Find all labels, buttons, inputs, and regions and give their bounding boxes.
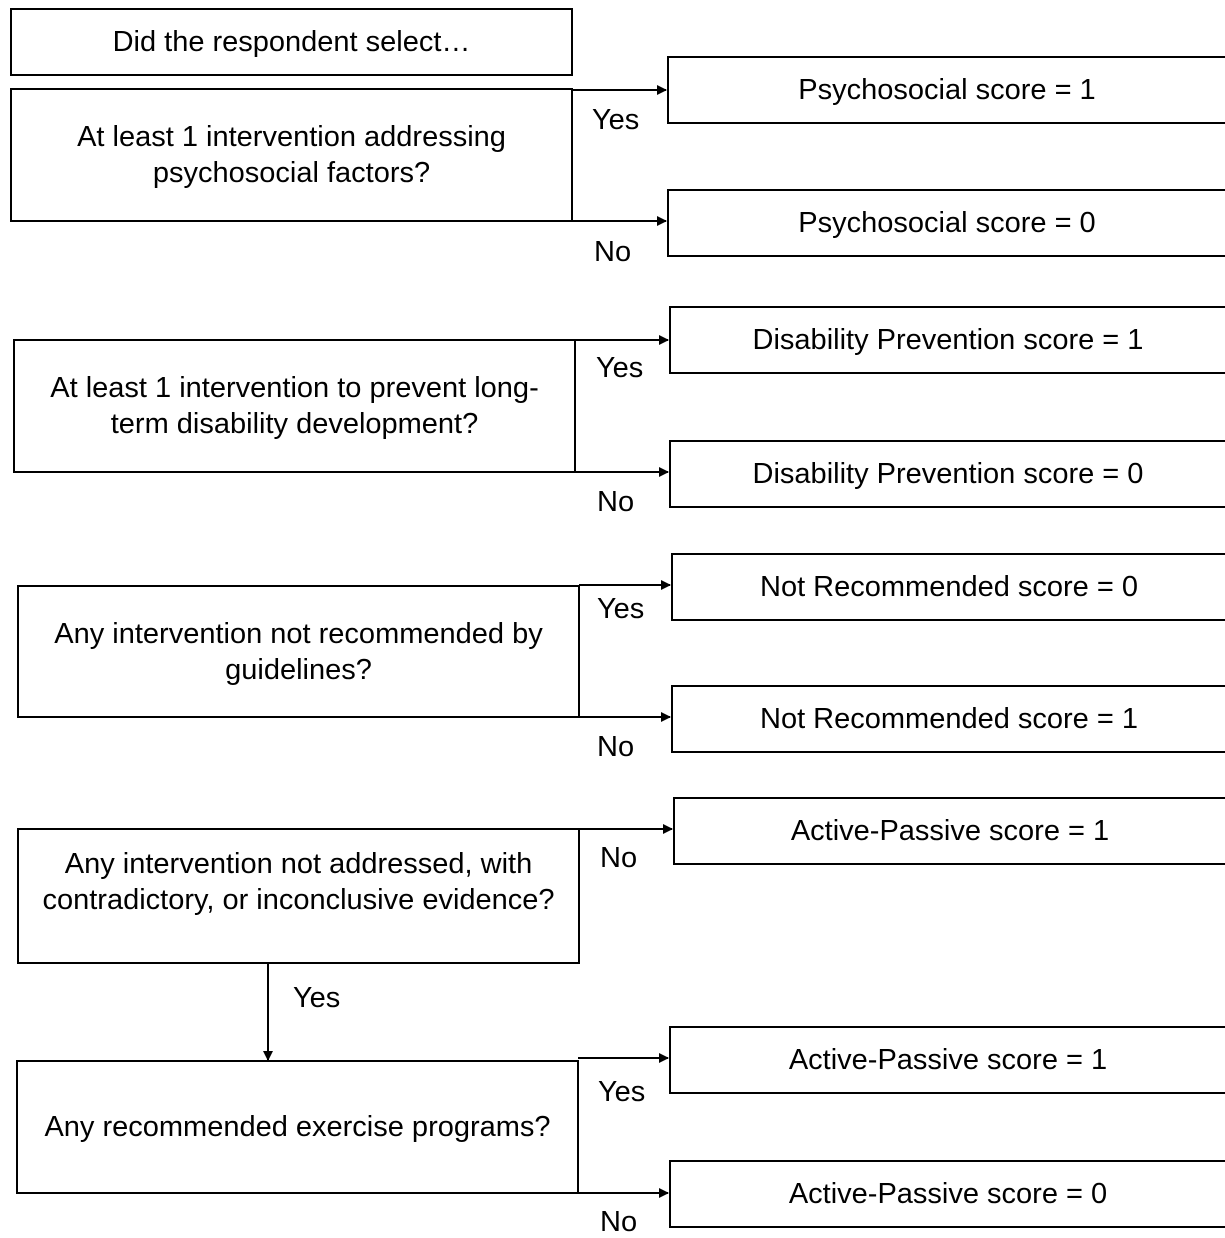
- question-text: Any intervention not addressed, with con…: [42, 848, 555, 916]
- outcome-box-disability-prevention-0: Disability Prevention score = 0: [669, 440, 1225, 508]
- question-text: At least 1 intervention addressing psych…: [77, 121, 506, 189]
- branch-label-no: No: [597, 486, 635, 518]
- branch-label-no: No: [600, 842, 638, 874]
- branch-label-yes: Yes: [598, 1076, 646, 1108]
- question-text: Any intervention not recommended by guid…: [54, 617, 543, 686]
- branch-label-no: No: [594, 236, 632, 268]
- outcome-box-psychosocial-1: Psychosocial score = 1: [667, 56, 1225, 124]
- outcome-text: Psychosocial score = 0: [798, 207, 1096, 239]
- outcome-text: Disability Prevention score = 0: [752, 458, 1144, 490]
- outcome-text: Psychosocial score = 1: [798, 74, 1096, 106]
- branch-label-yes: Yes: [592, 104, 640, 136]
- outcome-text: Disability Prevention score = 1: [752, 324, 1144, 356]
- question-text: At least 1 intervention to prevent long-…: [50, 372, 539, 440]
- question-box-psychosocial: At least 1 intervention addressing psych…: [10, 88, 573, 222]
- outcome-text: Active-Passive score = 1: [788, 1044, 1108, 1076]
- branch-label-yes: Yes: [597, 593, 645, 625]
- outcome-box-psychosocial-0: Psychosocial score = 0: [667, 189, 1225, 257]
- branch-label-yes: Yes: [596, 352, 644, 384]
- outcome-text: Active-Passive score = 1: [790, 815, 1110, 847]
- branch-label-no: No: [597, 731, 635, 763]
- outcome-box-active-passive-1: Active-Passive score = 1: [673, 797, 1225, 865]
- question-box-exercise-programs: Any recommended exercise programs?: [16, 1060, 579, 1194]
- outcome-box-disability-prevention-1: Disability Prevention score = 1: [669, 306, 1225, 374]
- question-box-evidence: Any intervention not addressed, with con…: [17, 828, 580, 964]
- header-box: Did the respondent select…: [10, 8, 573, 76]
- outcome-text: Not Recommended score = 0: [760, 571, 1138, 603]
- question-text: Any recommended exercise programs?: [44, 1111, 551, 1143]
- outcome-text: Active-Passive score = 0: [788, 1178, 1108, 1210]
- branch-label-yes: Yes: [293, 982, 341, 1014]
- outcome-box-not-recommended-1: Not Recommended score = 1: [671, 685, 1225, 753]
- outcome-box-active-passive-0: Active-Passive score = 0: [669, 1160, 1225, 1228]
- branch-label-no: No: [600, 1206, 638, 1238]
- outcome-box-active-passive-1: Active-Passive score = 1: [669, 1026, 1225, 1094]
- question-box-disability-prevention: At least 1 intervention to prevent long-…: [13, 339, 576, 473]
- header-text: Did the respondent select…: [112, 26, 471, 58]
- outcome-box-not-recommended-0: Not Recommended score = 0: [671, 553, 1225, 621]
- question-box-not-recommended: Any intervention not recommended by guid…: [17, 585, 580, 718]
- outcome-text: Not Recommended score = 1: [760, 703, 1138, 735]
